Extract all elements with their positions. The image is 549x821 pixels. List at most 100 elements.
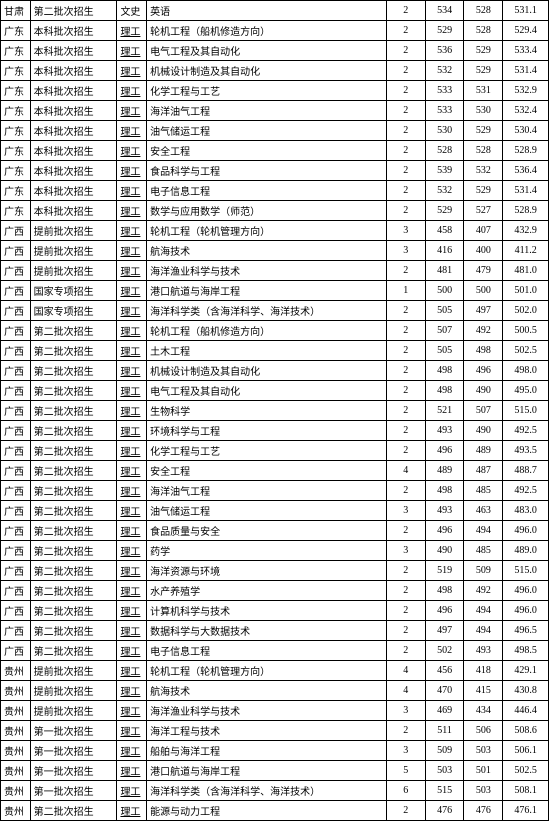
cell: 5 xyxy=(386,761,425,781)
cell: 第二批次招生 xyxy=(30,521,117,541)
cell: 广西 xyxy=(1,461,31,481)
cell: 2 xyxy=(386,421,425,441)
cell: 3 xyxy=(386,501,425,521)
cell: 2 xyxy=(386,161,425,181)
cell: 海洋油气工程 xyxy=(147,481,387,501)
cell: 理工 xyxy=(117,181,147,201)
cell: 529 xyxy=(425,201,464,221)
cell: 496.0 xyxy=(503,521,549,541)
cell: 广西 xyxy=(1,501,31,521)
cell: 安全工程 xyxy=(147,141,387,161)
cell: 532 xyxy=(464,161,503,181)
cell: 496 xyxy=(464,361,503,381)
table-row: 广西第二批次招生理工安全工程4489487488.7 xyxy=(1,461,549,481)
cell: 贵州 xyxy=(1,741,31,761)
cell: 贵州 xyxy=(1,781,31,801)
cell: 理工 xyxy=(117,641,147,661)
cell: 港口航道与海岸工程 xyxy=(147,761,387,781)
cell: 轮机工程（船机修造方向） xyxy=(147,21,387,41)
cell: 490 xyxy=(464,421,503,441)
cell: 生物科学 xyxy=(147,401,387,421)
cell: 数学与应用数学（师范） xyxy=(147,201,387,221)
table-row: 广西第二批次招生理工食品质量与安全2496494496.0 xyxy=(1,521,549,541)
cell: 广东 xyxy=(1,201,31,221)
cell: 第二批次招生 xyxy=(30,641,117,661)
table-row: 广西第二批次招生理工生物科学2521507515.0 xyxy=(1,401,549,421)
cell: 536 xyxy=(425,41,464,61)
cell: 416 xyxy=(425,241,464,261)
cell: 432.9 xyxy=(503,221,549,241)
cell: 第二批次招生 xyxy=(30,801,117,821)
cell: 530.4 xyxy=(503,121,549,141)
cell: 487 xyxy=(464,461,503,481)
cell: 506 xyxy=(464,721,503,741)
cell: 529 xyxy=(464,121,503,141)
cell: 493 xyxy=(464,641,503,661)
table-row: 广西第二批次招生理工油气储运工程3493463483.0 xyxy=(1,501,549,521)
cell: 2 xyxy=(386,381,425,401)
cell: 广西 xyxy=(1,221,31,241)
table-row: 广西第二批次招生理工机械设计制造及其自动化2498496498.0 xyxy=(1,361,549,381)
cell: 3 xyxy=(386,741,425,761)
cell: 理工 xyxy=(117,741,147,761)
cell: 食品科学与工程 xyxy=(147,161,387,181)
cell: 498 xyxy=(425,361,464,381)
cell: 496 xyxy=(425,441,464,461)
cell: 食品质量与安全 xyxy=(147,521,387,541)
cell: 第二批次招生 xyxy=(30,541,117,561)
cell: 广西 xyxy=(1,341,31,361)
table-row: 广西提前批次招生理工轮机工程（轮机管理方向）3458407432.9 xyxy=(1,221,549,241)
cell: 理工 xyxy=(117,21,147,41)
table-row: 广东本科批次招生理工数学与应用数学（师范）2529527528.9 xyxy=(1,201,549,221)
cell: 能源与动力工程 xyxy=(147,801,387,821)
cell: 494 xyxy=(464,621,503,641)
cell: 理工 xyxy=(117,581,147,601)
cell: 407 xyxy=(464,221,503,241)
cell: 533 xyxy=(425,81,464,101)
cell: 532.4 xyxy=(503,101,549,121)
table-row: 广西第二批次招生理工化学工程与工艺2496489493.5 xyxy=(1,441,549,461)
cell: 492.5 xyxy=(503,481,549,501)
cell: 贵州 xyxy=(1,681,31,701)
cell: 国家专项招生 xyxy=(30,281,117,301)
cell: 481 xyxy=(425,261,464,281)
cell: 第一批次招生 xyxy=(30,721,117,741)
cell: 497 xyxy=(464,301,503,321)
cell: 498 xyxy=(464,341,503,361)
cell: 广西 xyxy=(1,301,31,321)
cell: 529.4 xyxy=(503,21,549,41)
cell: 理工 xyxy=(117,421,147,441)
cell: 509 xyxy=(425,741,464,761)
cell: 理工 xyxy=(117,41,147,61)
cell: 本科批次招生 xyxy=(30,201,117,221)
cell: 广西 xyxy=(1,601,31,621)
table-row: 广东本科批次招生理工机械设计制造及其自动化2532529531.4 xyxy=(1,61,549,81)
cell: 理工 xyxy=(117,221,147,241)
cell: 456 xyxy=(425,661,464,681)
cell: 广东 xyxy=(1,141,31,161)
cell: 430.8 xyxy=(503,681,549,701)
table-row: 广西第二批次招生理工海洋资源与环境2519509515.0 xyxy=(1,561,549,581)
cell: 494 xyxy=(464,521,503,541)
cell: 502.5 xyxy=(503,761,549,781)
table-row: 广东本科批次招生理工油气储运工程2530529530.4 xyxy=(1,121,549,141)
cell: 贵州 xyxy=(1,701,31,721)
cell: 油气储运工程 xyxy=(147,121,387,141)
cell: 海洋资源与环境 xyxy=(147,561,387,581)
cell: 轮机工程（轮机管理方向） xyxy=(147,221,387,241)
cell: 493 xyxy=(425,421,464,441)
cell: 507 xyxy=(464,401,503,421)
cell: 498 xyxy=(425,381,464,401)
table-row: 广西第二批次招生理工海洋油气工程2498485492.5 xyxy=(1,481,549,501)
cell: 530 xyxy=(425,121,464,141)
table-row: 广西第二批次招生理工计算机科学与技术2496494496.0 xyxy=(1,601,549,621)
cell: 第二批次招生 xyxy=(30,381,117,401)
cell: 提前批次招生 xyxy=(30,681,117,701)
cell: 507 xyxy=(425,321,464,341)
cell: 534 xyxy=(425,1,464,21)
cell: 理工 xyxy=(117,141,147,161)
cell: 2 xyxy=(386,181,425,201)
cell: 2 xyxy=(386,601,425,621)
table-row: 贵州第一批次招生理工海洋工程与技术2511506508.6 xyxy=(1,721,549,741)
cell: 2 xyxy=(386,401,425,421)
